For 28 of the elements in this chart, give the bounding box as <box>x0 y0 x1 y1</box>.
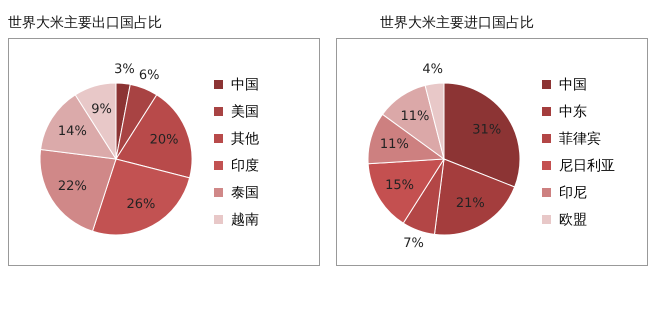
legend-label: 欧盟 <box>559 210 587 228</box>
legend-label: 尼日利亚 <box>559 156 615 174</box>
legend-label: 其他 <box>231 130 259 148</box>
legend-label: 菲律宾 <box>559 130 601 148</box>
data-label: 22% <box>58 179 87 194</box>
legend-label: 中国 <box>231 76 259 94</box>
data-label: 20% <box>150 132 179 148</box>
legend-label: 越南 <box>231 210 259 228</box>
legend-label: 印度 <box>231 156 259 174</box>
chart-title: 世界大米主要出口国占比 <box>8 14 163 33</box>
data-label: 14% <box>58 124 87 139</box>
legend-label: 美国 <box>231 102 259 120</box>
legend-label: 中国 <box>559 76 587 94</box>
data-label: 21% <box>456 196 485 211</box>
legend-label: 中东 <box>559 102 587 120</box>
data-label: 15% <box>385 178 414 193</box>
data-label: 26% <box>126 196 156 212</box>
data-label: 9% <box>91 102 112 117</box>
chart-title: 世界大米主要进口国占比 <box>379 14 535 33</box>
data-label: 11% <box>380 137 409 152</box>
data-label: 6% <box>138 68 160 83</box>
data-label: 3% <box>114 62 135 77</box>
data-label: 7% <box>403 236 424 252</box>
data-label: 4% <box>422 62 444 78</box>
data-label: 31% <box>472 122 502 138</box>
legend-label: 泰国 <box>231 184 259 202</box>
data-label: 11% <box>400 108 430 124</box>
legend-label: 印尼 <box>559 184 587 202</box>
